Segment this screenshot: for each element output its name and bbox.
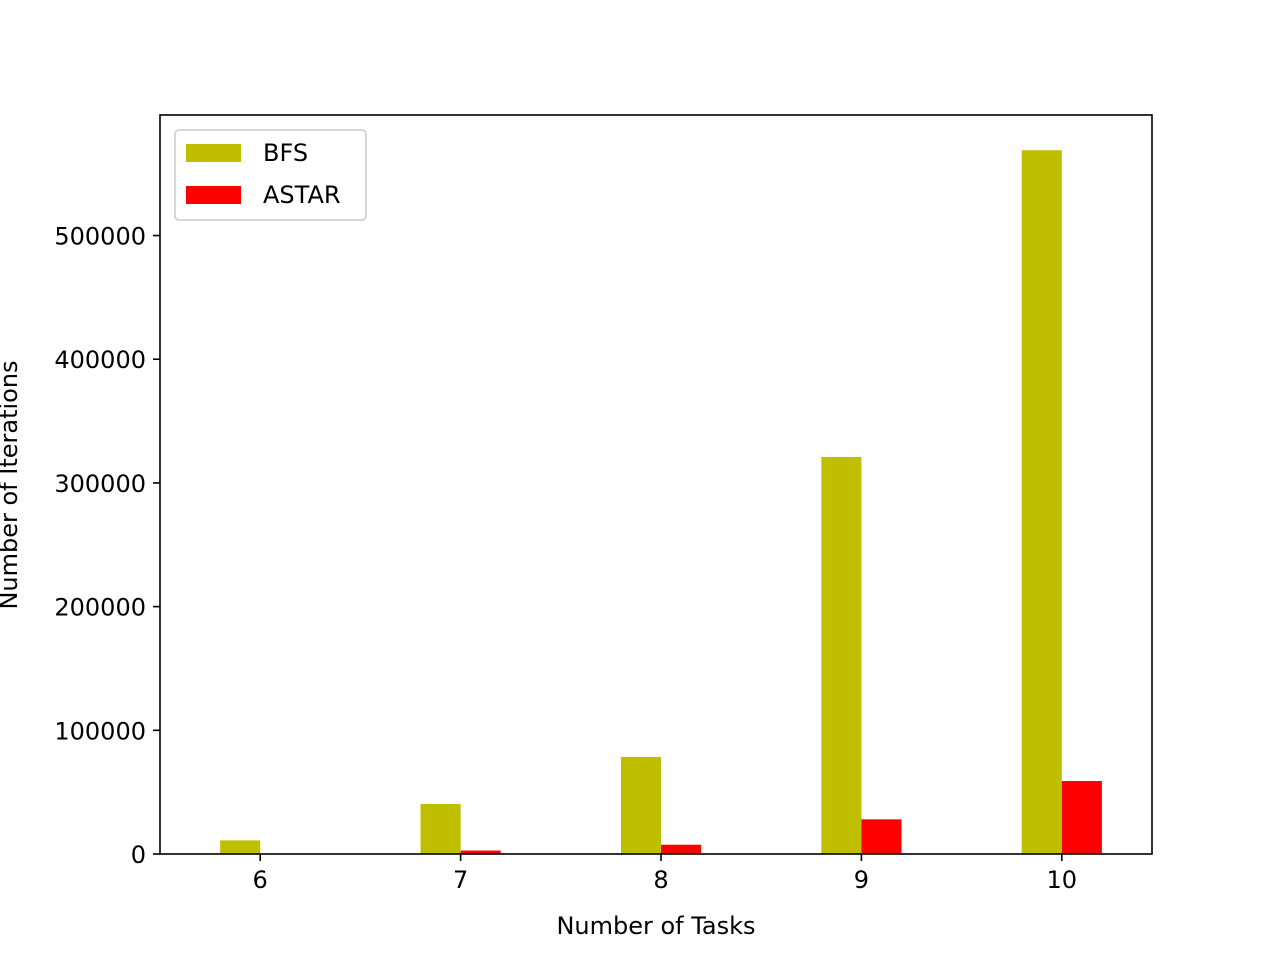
bar-astar-8 [661,844,702,854]
bar-astar-7 [460,850,501,854]
y-tick-label: 0 [131,841,146,869]
y-tick-label: 300000 [54,470,146,498]
x-tick-label: 6 [253,866,268,894]
bar-bfs-6 [220,840,261,854]
legend-swatch-astar [186,186,241,204]
bar-bfs-7 [420,803,461,854]
bar-astar-10 [1061,781,1102,854]
x-tick-label: 8 [653,866,668,894]
y-tick-label: 200000 [54,594,146,622]
plot-frame [159,114,1153,855]
bar-bfs-8 [620,756,662,854]
legend-swatch-bfs [186,144,241,162]
x-tick-label: 9 [854,866,869,894]
x-axis-label: Number of Tasks [556,912,755,940]
plot-area-background [160,115,1152,854]
x-tick-label: 10 [1047,866,1078,894]
bar-bfs-10 [1021,150,1062,854]
bar-bfs-9 [821,456,862,854]
y-axis-label: Number of Iterations [0,360,23,609]
legend: BFS ASTAR [174,129,367,221]
y-tick-label: 400000 [54,346,146,374]
bar-astar-9 [861,819,902,854]
x-tick-label: 7 [453,866,468,894]
y-axis-ticks: 0 100000 200000 300000 400000 500000 [54,223,160,869]
x-axis-ticks: 6 7 8 9 10 [253,854,1078,894]
bars-group [220,150,1102,854]
legend-label-astar: ASTAR [263,181,341,209]
legend-label-bfs: BFS [263,139,308,167]
y-tick-label: 100000 [54,717,146,745]
y-tick-label: 500000 [54,223,146,251]
